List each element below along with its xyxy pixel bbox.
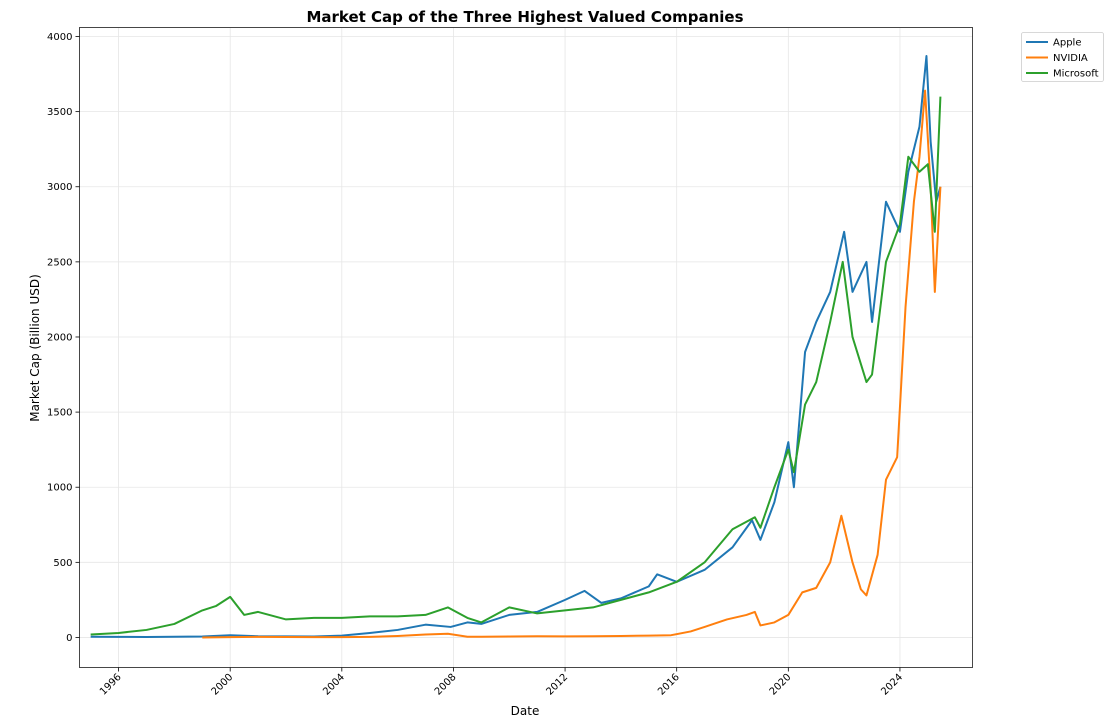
y-tick-label: 2500 (47, 257, 72, 268)
y-tick-label: 500 (53, 558, 72, 569)
legend-box (1021, 32, 1104, 82)
y-tick-label: 4000 (47, 32, 72, 43)
legend-label-apple: Apple (1053, 38, 1081, 49)
x-tick-label: 2020 (768, 672, 794, 698)
y-tick-label: 3000 (47, 182, 72, 193)
series-line-nvidia (202, 89, 942, 639)
legend-label-microsoft: Microsoft (1053, 69, 1099, 80)
y-tick-label: 0 (66, 633, 72, 644)
y-tick-label: 1500 (47, 408, 72, 419)
y-tick-label: 2000 (47, 332, 72, 343)
legend: Apple NVIDIA Microsoft (1021, 32, 1104, 82)
x-ticks: 1996 2000 2004 2008 2012 2016 2020 2024 (98, 667, 905, 698)
x-tick-label: 2008 (433, 672, 459, 698)
series-line-microsoft (90, 96, 942, 636)
series-lines (90, 55, 942, 639)
y-tick-label: 3500 (47, 107, 72, 118)
x-tick-label: 1996 (98, 672, 124, 698)
legend-label-nvidia: NVIDIA (1053, 53, 1088, 64)
plot-frame (79, 27, 973, 668)
x-tick-label: 2016 (656, 672, 682, 698)
y-axis-label: Market Cap (Billion USD) (28, 274, 42, 422)
x-tick-label: 2024 (879, 672, 905, 698)
chart-title: Market Cap of the Three Highest Valued C… (306, 8, 743, 26)
series-line-apple (90, 55, 942, 638)
x-tick-label: 2012 (544, 672, 570, 698)
x-tick-label: 2000 (210, 672, 236, 698)
x-tick-label: 2004 (321, 672, 347, 698)
x-axis-label: Date (511, 704, 540, 718)
y-ticks: 0 500 1000 1500 2000 2500 3000 3500 4000 (47, 32, 80, 644)
y-tick-label: 1000 (47, 483, 72, 494)
grid (79, 27, 973, 668)
